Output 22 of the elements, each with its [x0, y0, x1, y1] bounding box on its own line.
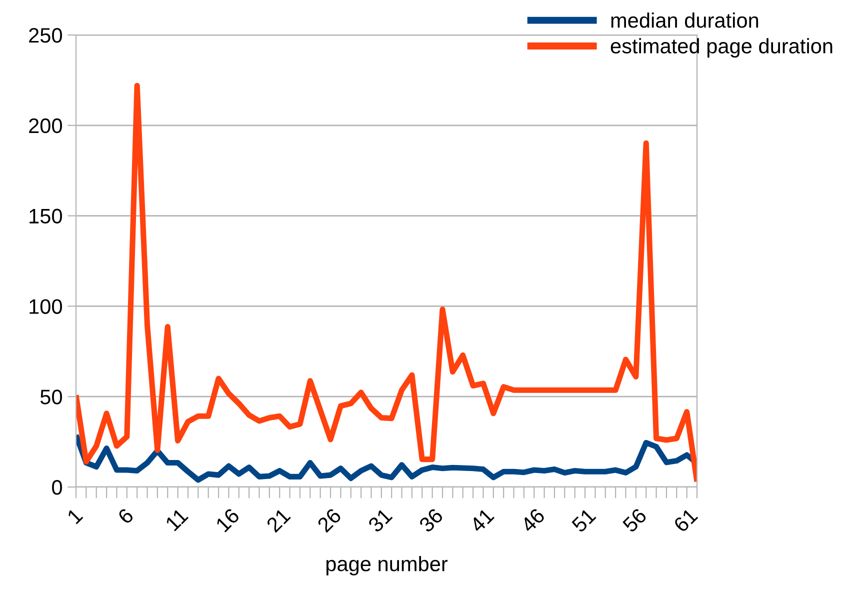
- y-tick-label: 150: [30, 208, 62, 224]
- x-tick-label: 6: [117, 507, 134, 525]
- y-tick-label: 100: [30, 299, 62, 314]
- x-tick-label: 51: [571, 508, 596, 534]
- x-tick-label: 31: [367, 508, 393, 534]
- x-tick-label: 26: [316, 507, 342, 533]
- y-tick-label: 250: [29, 28, 62, 43]
- x-axis-title: page number: [326, 556, 448, 576]
- legend-label: estimated page duration: [610, 38, 832, 58]
- x-tick-label: 46: [520, 507, 546, 534]
- y-tick-label: 200: [29, 118, 62, 134]
- x-tick-label: 11: [164, 508, 189, 532]
- x-tick-label: 1: [66, 508, 84, 524]
- y-tick-label: 50: [40, 390, 62, 404]
- x-tick-label: 61: [672, 508, 698, 533]
- x-tick-label: 16: [215, 507, 240, 533]
- legend-label: median duration: [611, 12, 758, 28]
- y-tick-label: 0: [52, 480, 62, 495]
- x-tick-label: 41: [469, 508, 494, 534]
- x-tick-label: 36: [418, 507, 444, 534]
- x-tick-label: 21: [266, 508, 291, 533]
- x-tick-label: 56: [622, 507, 648, 534]
